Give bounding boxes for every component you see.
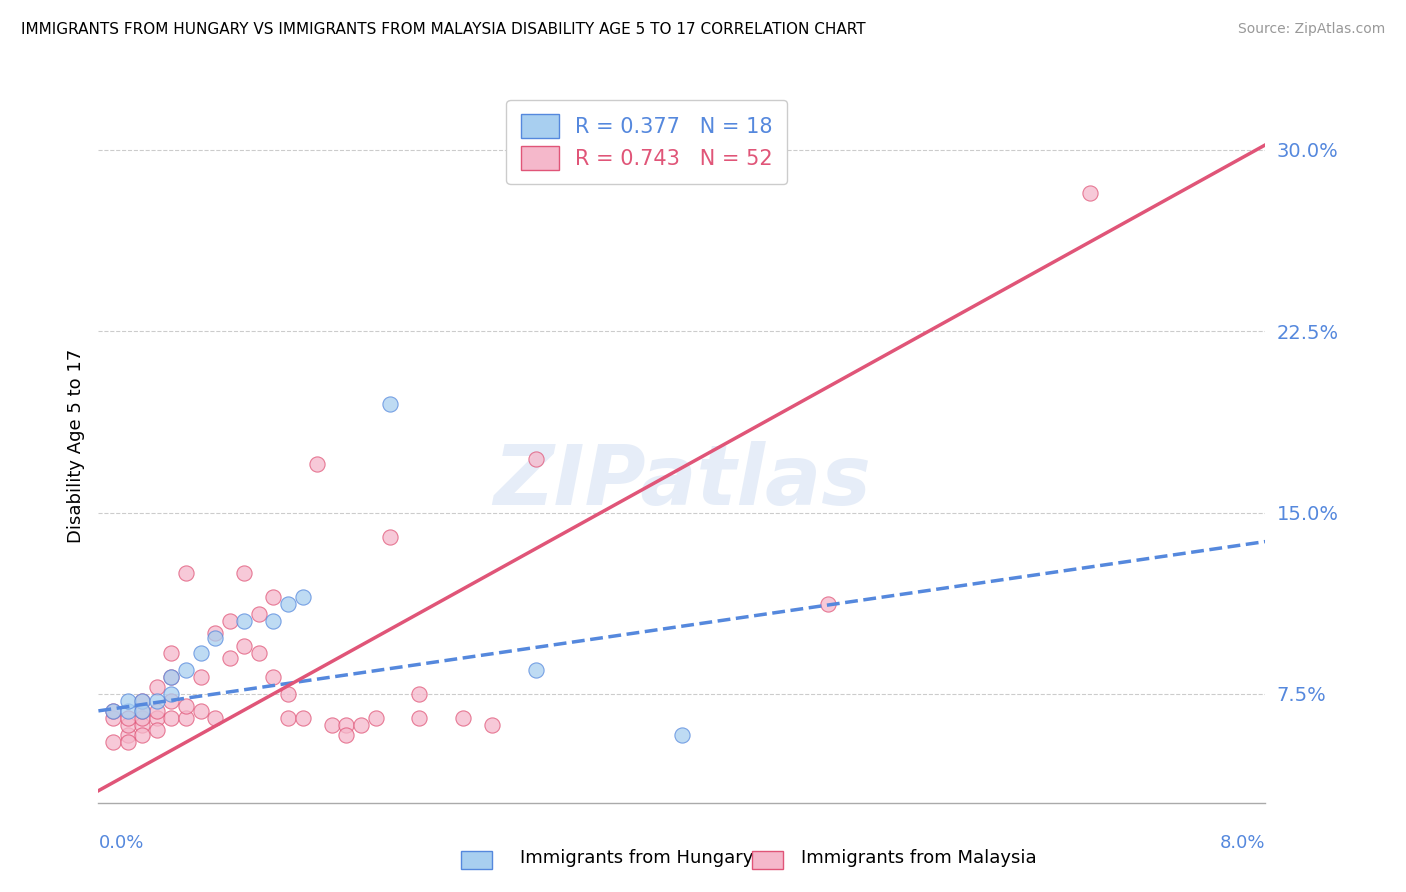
Point	[131, 694, 153, 708]
Point	[408, 711, 430, 725]
Point	[174, 566, 197, 580]
Point	[190, 646, 212, 660]
Point	[101, 704, 124, 718]
Point	[160, 694, 183, 708]
Point	[174, 699, 197, 714]
Point	[117, 694, 139, 708]
Point	[131, 694, 153, 708]
Point	[671, 728, 693, 742]
Point	[160, 646, 183, 660]
Point	[204, 632, 226, 646]
Text: IMMIGRANTS FROM HUNGARY VS IMMIGRANTS FROM MALAYSIA DISABILITY AGE 5 TO 17 CORRE: IMMIGRANTS FROM HUNGARY VS IMMIGRANTS FR…	[21, 22, 866, 37]
Point	[160, 687, 183, 701]
Legend: R = 0.377   N = 18, R = 0.743   N = 52: R = 0.377 N = 18, R = 0.743 N = 52	[506, 100, 787, 185]
Point	[1080, 186, 1102, 201]
Point	[277, 711, 299, 725]
Point	[291, 711, 314, 725]
Point	[335, 728, 357, 742]
Point	[131, 704, 153, 718]
Point	[160, 670, 183, 684]
Text: 0.0%: 0.0%	[98, 834, 143, 852]
Point	[233, 639, 256, 653]
Point	[408, 687, 430, 701]
Point	[321, 718, 343, 732]
Point	[117, 704, 139, 718]
Point	[146, 704, 169, 718]
Point	[378, 397, 402, 411]
Point	[146, 694, 169, 708]
Point	[307, 457, 329, 471]
Point	[233, 615, 256, 629]
Text: ZIPatlas: ZIPatlas	[494, 442, 870, 522]
Point	[262, 615, 284, 629]
Point	[204, 626, 226, 640]
Point	[350, 718, 373, 732]
Point	[146, 723, 169, 738]
Point	[101, 711, 124, 725]
Point	[190, 670, 212, 684]
Point	[247, 646, 270, 660]
Point	[481, 718, 503, 732]
Point	[117, 728, 139, 742]
Point	[174, 711, 197, 725]
Point	[335, 718, 357, 732]
Point	[146, 711, 169, 725]
Point	[101, 704, 124, 718]
Point	[262, 670, 284, 684]
Point	[190, 704, 212, 718]
Point	[117, 718, 139, 732]
Point	[117, 735, 139, 749]
Point	[291, 590, 314, 604]
Point	[131, 704, 153, 718]
Point	[277, 598, 299, 612]
Point	[378, 530, 402, 544]
Point	[204, 711, 226, 725]
Point	[218, 650, 240, 665]
Point	[233, 566, 256, 580]
Point	[817, 598, 839, 612]
Point	[262, 590, 284, 604]
Text: Immigrants from Malaysia: Immigrants from Malaysia	[801, 849, 1038, 867]
Point	[160, 670, 183, 684]
Point	[131, 718, 153, 732]
Point	[364, 711, 387, 725]
Point	[160, 711, 183, 725]
Text: Immigrants from Hungary: Immigrants from Hungary	[520, 849, 754, 867]
Point	[131, 711, 153, 725]
Point	[247, 607, 270, 621]
Text: Source: ZipAtlas.com: Source: ZipAtlas.com	[1237, 22, 1385, 37]
Point	[101, 735, 124, 749]
Point	[218, 615, 240, 629]
Point	[451, 711, 474, 725]
Point	[524, 452, 547, 467]
Text: 8.0%: 8.0%	[1220, 834, 1265, 852]
Point	[524, 663, 547, 677]
Point	[146, 680, 169, 694]
Y-axis label: Disability Age 5 to 17: Disability Age 5 to 17	[66, 349, 84, 543]
Point	[277, 687, 299, 701]
Point	[174, 663, 197, 677]
Point	[117, 711, 139, 725]
Point	[131, 728, 153, 742]
